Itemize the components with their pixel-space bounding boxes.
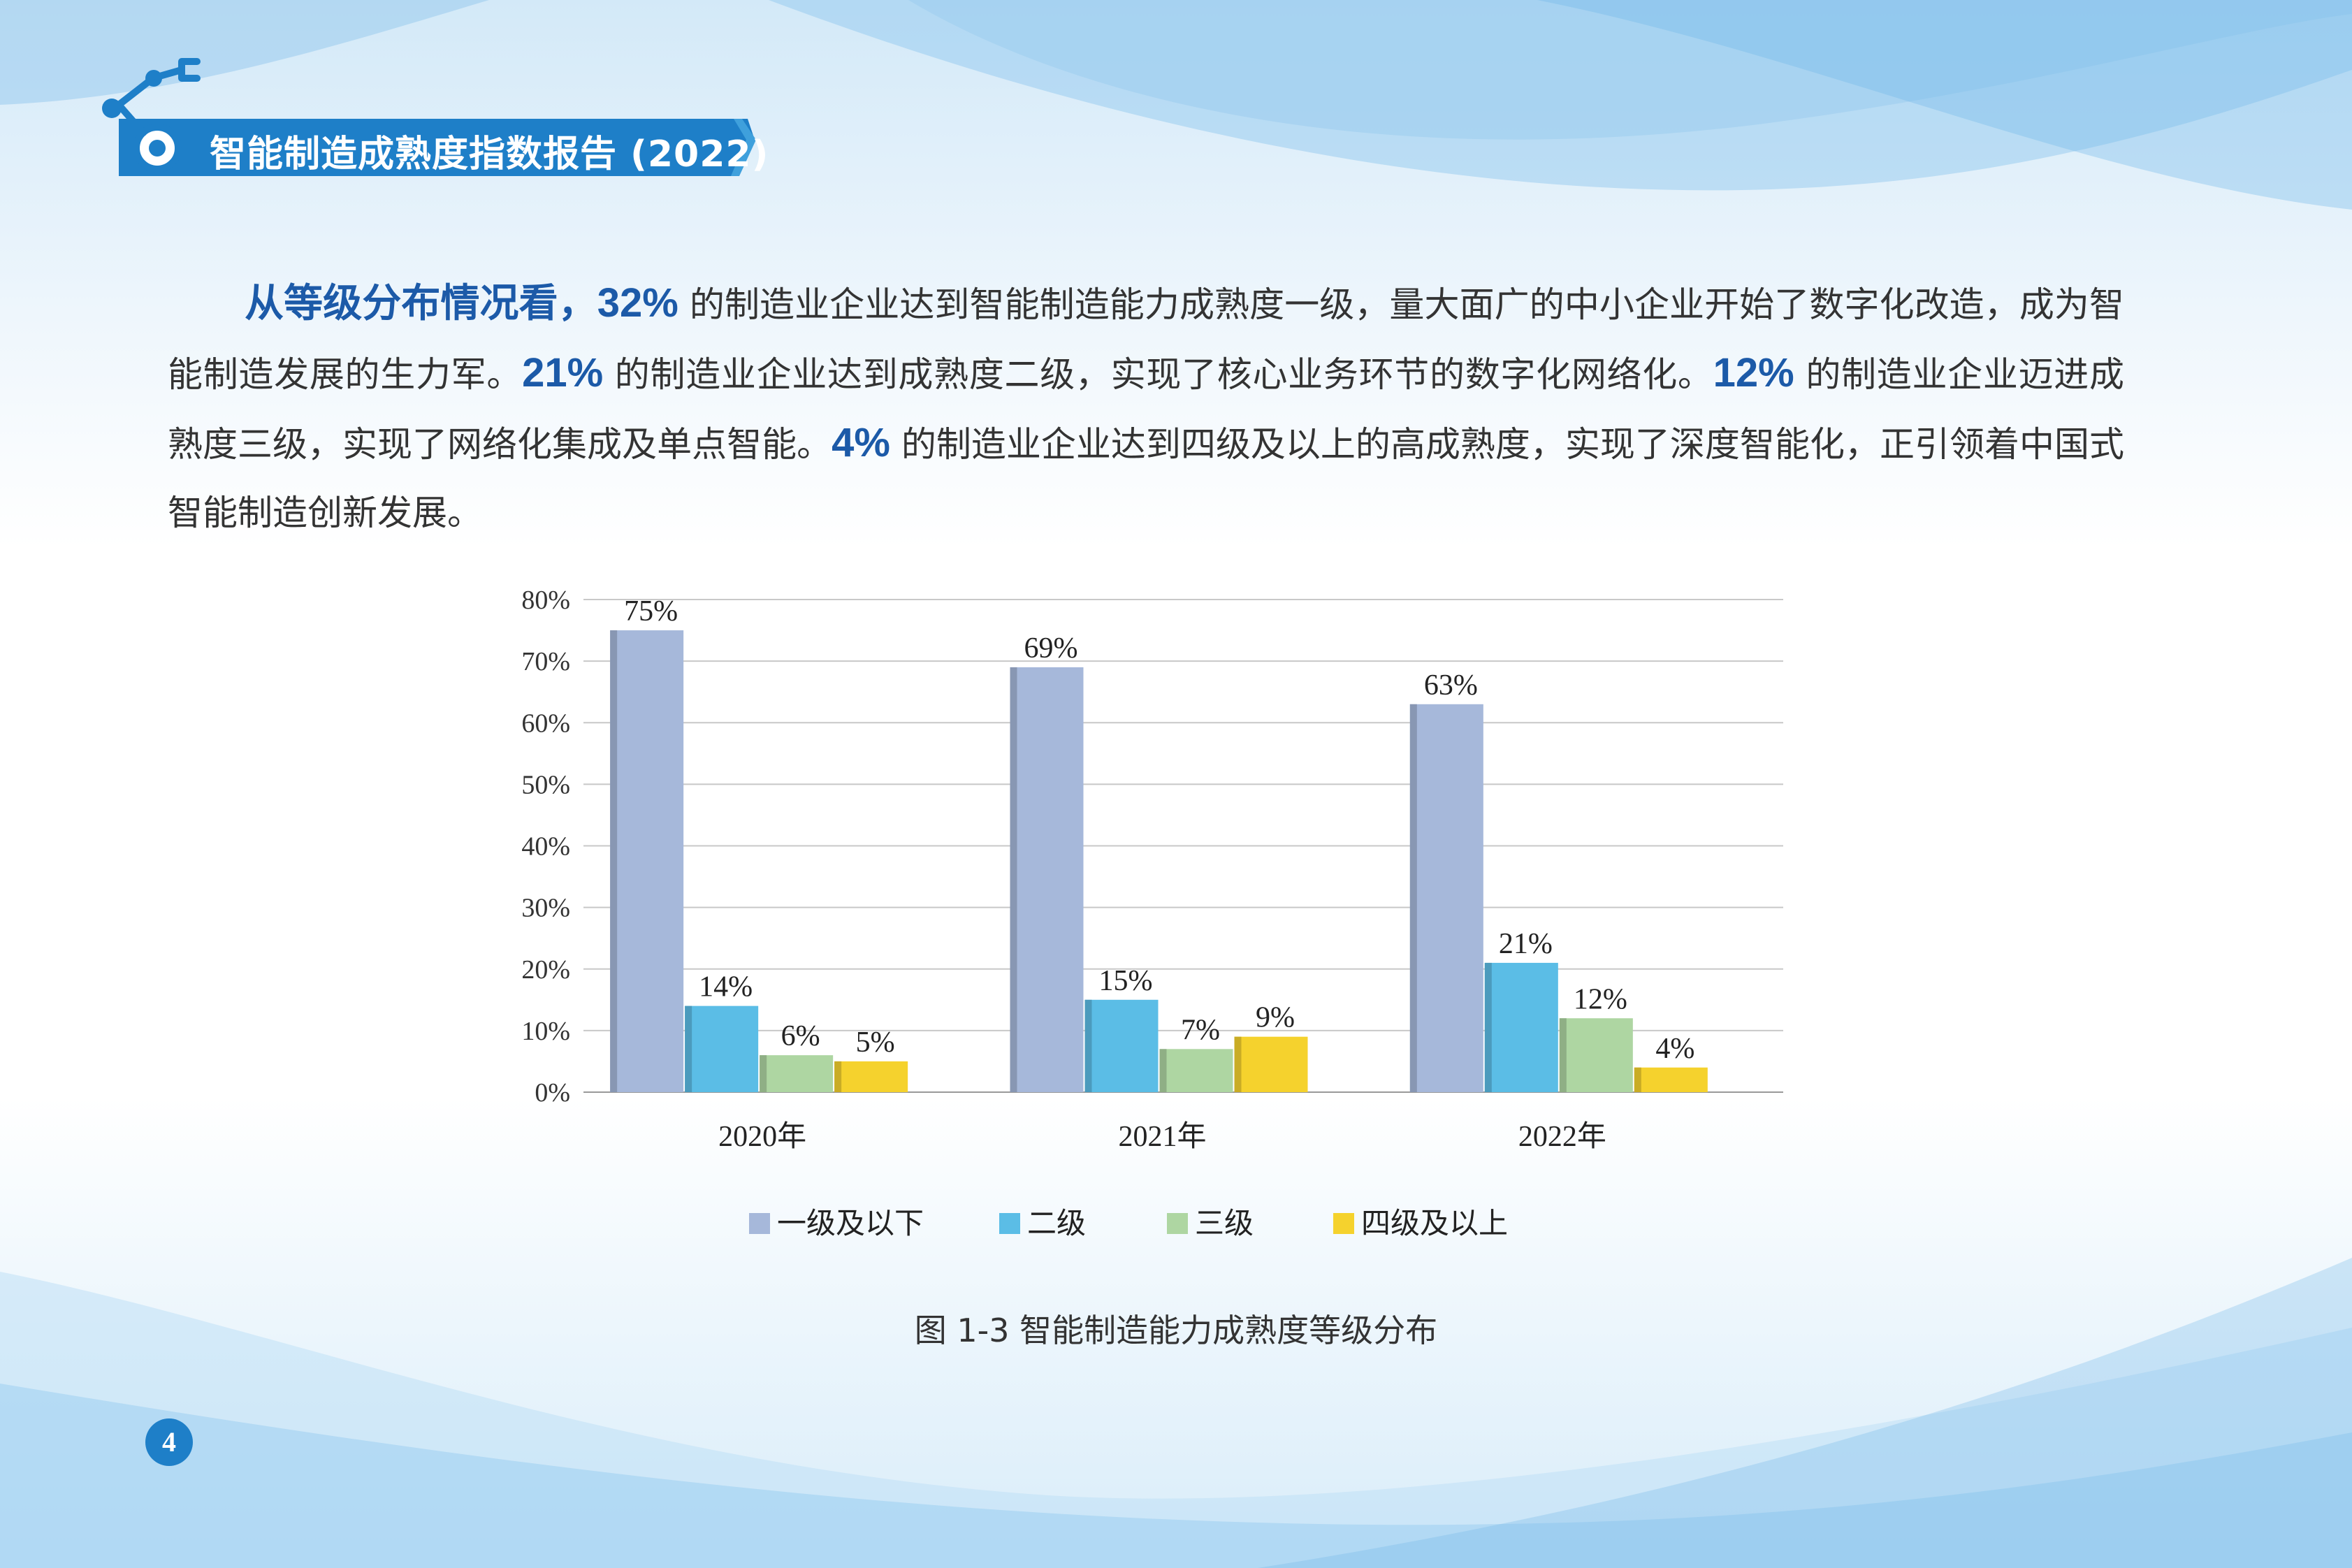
data-label: 63% <box>1424 669 1478 702</box>
summary-paragraph: 从等级分布情况看，32% 的制造业企业达到智能制造能力成熟度一级，量大面广的中小… <box>168 269 2124 547</box>
bar-edge <box>1634 1067 1641 1092</box>
bar-edge <box>685 1006 692 1092</box>
data-label: 9% <box>1256 1002 1295 1034</box>
legend-swatch <box>749 1213 770 1234</box>
text-level3: 的制造业企业迈进成熟度三级，实现了网络化集成及单点智能。 <box>168 354 2124 465</box>
header-banner <box>102 58 756 176</box>
y-tick-label: 20% <box>521 955 570 985</box>
y-tick-label: 40% <box>521 832 570 862</box>
bar <box>1409 704 1483 1092</box>
bar-edge <box>1559 1018 1567 1092</box>
y-tick-label: 80% <box>521 586 570 615</box>
bar <box>1084 999 1159 1092</box>
x-tick-label: 2020年 <box>718 1120 806 1153</box>
bar-edge <box>760 1055 767 1092</box>
figure-caption: 图 1-3 智能制造能力成熟度等级分布 <box>914 1312 1438 1349</box>
bar <box>834 1061 908 1092</box>
bar <box>1159 1049 1233 1092</box>
data-label: 7% <box>1181 1014 1220 1046</box>
bar <box>1634 1067 1708 1092</box>
data-label: 6% <box>781 1020 820 1052</box>
data-label: 75% <box>624 595 678 627</box>
bar-edge <box>1159 1049 1167 1092</box>
data-label: 14% <box>699 971 753 1003</box>
legend-swatch <box>1333 1213 1354 1234</box>
bar-edge <box>834 1061 842 1092</box>
y-tick-label: 60% <box>521 709 570 738</box>
bar-edge <box>1010 667 1017 1092</box>
text-level4: 的制造业企业达到四级及以上的高成熟度，实现了深度智能化，正引领着中国式智能制造创… <box>168 424 2124 533</box>
pct-level3: 12% <box>1713 350 1794 395</box>
report-title: 智能制造成熟度指数报告 (2022) <box>210 133 769 175</box>
legend-label: 一级及以下 <box>777 1206 924 1240</box>
pct-level4: 4% <box>832 420 890 465</box>
y-tick-label: 30% <box>521 894 570 923</box>
data-label: 69% <box>1024 632 1078 665</box>
bar <box>1234 1036 1308 1092</box>
legend-label: 三级 <box>1195 1206 1254 1240</box>
pct-level1: 32% <box>597 280 678 326</box>
y-tick-label: 10% <box>521 1017 570 1046</box>
bar <box>685 1006 759 1092</box>
bar <box>1559 1018 1633 1092</box>
bar-edge <box>1484 962 1492 1092</box>
data-label: 4% <box>1655 1033 1694 1065</box>
legend-swatch <box>999 1213 1020 1234</box>
bar-edge <box>1409 704 1417 1092</box>
page-number: 4 <box>145 1418 193 1466</box>
bar <box>610 630 684 1092</box>
data-label: 5% <box>856 1026 895 1059</box>
legend-swatch <box>1167 1213 1188 1234</box>
bar-edge <box>610 630 618 1092</box>
text-level1: 的制造业企业达到智能制造能力成熟度一级，量大面广的中小企业开始了数字化改造，成为… <box>168 284 2124 395</box>
y-tick-label: 0% <box>535 1078 570 1108</box>
bar <box>1010 667 1084 1092</box>
legend-label: 二级 <box>1027 1206 1086 1240</box>
bar-edge <box>1234 1036 1242 1092</box>
y-tick-label: 50% <box>521 770 570 799</box>
x-tick-label: 2021年 <box>1118 1120 1206 1153</box>
bar <box>1484 962 1558 1092</box>
y-tick-label: 70% <box>521 647 570 676</box>
paragraph-lead: 从等级分布情况看， <box>245 281 597 326</box>
data-label: 21% <box>1499 928 1553 960</box>
text-level2: 的制造业企业达到成熟度二级，实现了核心业务环节的数字化网络化。 <box>603 354 1713 395</box>
pct-level2: 21% <box>522 350 604 395</box>
bar-edge <box>1084 999 1092 1092</box>
x-tick-label: 2022年 <box>1518 1120 1606 1153</box>
robot-arm-icon <box>102 58 201 173</box>
data-label: 15% <box>1099 965 1153 997</box>
bar <box>760 1055 834 1092</box>
data-label: 12% <box>1574 983 1627 1015</box>
legend-label: 四级及以上 <box>1361 1206 1508 1240</box>
